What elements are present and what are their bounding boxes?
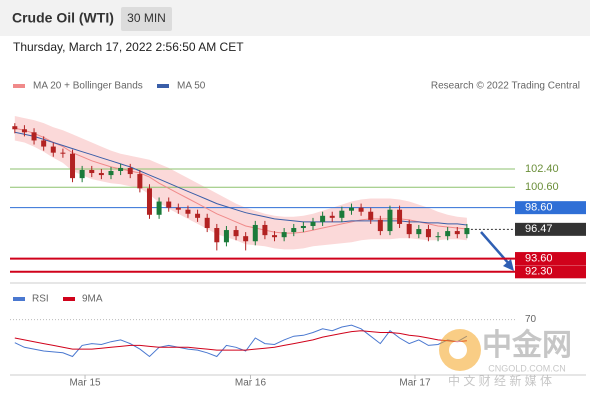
indicator-line (14, 324, 468, 358)
candle-body (397, 209, 403, 224)
watermark-logo-inner (449, 341, 467, 359)
candle-body (98, 173, 104, 176)
legend-label: 9MA (82, 294, 103, 305)
candle-body (31, 132, 37, 141)
candle-body (368, 211, 374, 220)
bollinger-band (14, 116, 467, 250)
candle-body (89, 169, 95, 174)
forecast-arrow (480, 231, 511, 266)
candle-body (262, 224, 268, 236)
candle-body (454, 231, 460, 235)
candle-body (358, 207, 364, 212)
candle-body (185, 209, 191, 214)
level-label-box (515, 252, 586, 266)
title: Crude Oil (WTI) (12, 10, 114, 26)
legend-swatch (157, 84, 169, 88)
candle-body (12, 126, 18, 130)
legend-swatch (13, 84, 25, 88)
candle-body (60, 152, 66, 154)
legend-label: MA 50 (177, 81, 206, 92)
legend-label: MA 20 + Bollinger Bands (33, 81, 143, 92)
level-label: 92.30 (525, 266, 553, 278)
candle-body (70, 153, 76, 179)
header-bar (0, 0, 590, 36)
timeframe-tag[interactable] (121, 7, 172, 31)
candle-body (291, 228, 297, 233)
candle-body (175, 207, 181, 210)
candle-body (329, 215, 335, 218)
candle-body (108, 171, 114, 176)
candle-body (310, 221, 316, 226)
candle-body (435, 236, 441, 238)
candle-body (243, 236, 249, 242)
timestamp: Thursday, March 17, 2022 2:56:50 AM CET (13, 40, 244, 54)
level-label: 100.60 (525, 181, 559, 193)
candle-body (406, 223, 412, 235)
candle-body (425, 229, 431, 238)
candle-body (300, 225, 306, 229)
level-label: 98.60 (525, 202, 553, 214)
candle-body (50, 146, 56, 153)
candle-body (320, 215, 326, 222)
watermark-brand: 中金网 (482, 328, 572, 362)
candle-body (166, 201, 172, 208)
level-label: 96.47 (525, 223, 553, 235)
candle-body (252, 224, 258, 242)
candle-body (416, 229, 422, 235)
indicator-line (14, 330, 467, 351)
candle-body (223, 230, 229, 243)
forecast-arrowhead (503, 259, 514, 271)
candle-body (339, 210, 345, 218)
candle-body (137, 174, 143, 189)
candle-body (156, 201, 162, 215)
candle-body (445, 231, 451, 237)
watermark: 中金网 CNGOLD.COM.CN 中 文 财 经 新 媒 体 (439, 328, 572, 388)
candle-body (387, 209, 393, 232)
y-tick-label: 70 (525, 314, 537, 325)
level-label-box (515, 201, 586, 215)
candle-body (272, 235, 278, 238)
copyright: Research © 2022 Trading Central (431, 81, 580, 92)
candle-body (195, 213, 201, 218)
legend-swatch (63, 297, 75, 301)
candle-body (21, 129, 27, 133)
legend-swatch (13, 297, 25, 301)
level-label: 93.60 (525, 252, 553, 264)
candle-body (281, 232, 287, 238)
level-label-box (515, 222, 586, 236)
candle-body (146, 188, 152, 215)
level-label-box (515, 265, 586, 279)
candle-body (127, 167, 133, 175)
watermark-slogan: 中 文 财 经 新 媒 体 (448, 373, 552, 388)
candle-body (118, 167, 124, 171)
x-tick-label: Mar 15 (69, 378, 101, 389)
candle-body (214, 228, 220, 243)
candle-body (233, 230, 239, 237)
timeframe[interactable]: 30 MIN (127, 11, 166, 25)
candle-body (204, 217, 210, 229)
legend-label: RSI (32, 294, 49, 305)
candle-body (79, 169, 85, 179)
x-tick-label: Mar 17 (399, 378, 431, 389)
candle-body (464, 228, 470, 235)
candle-body (41, 140, 47, 147)
x-tick-label: Mar 16 (235, 378, 267, 389)
level-label: 102.40 (525, 163, 559, 175)
candle-body (348, 207, 354, 211)
watermark-site: CNGOLD.COM.CN (488, 363, 566, 373)
candle-body (377, 219, 383, 232)
